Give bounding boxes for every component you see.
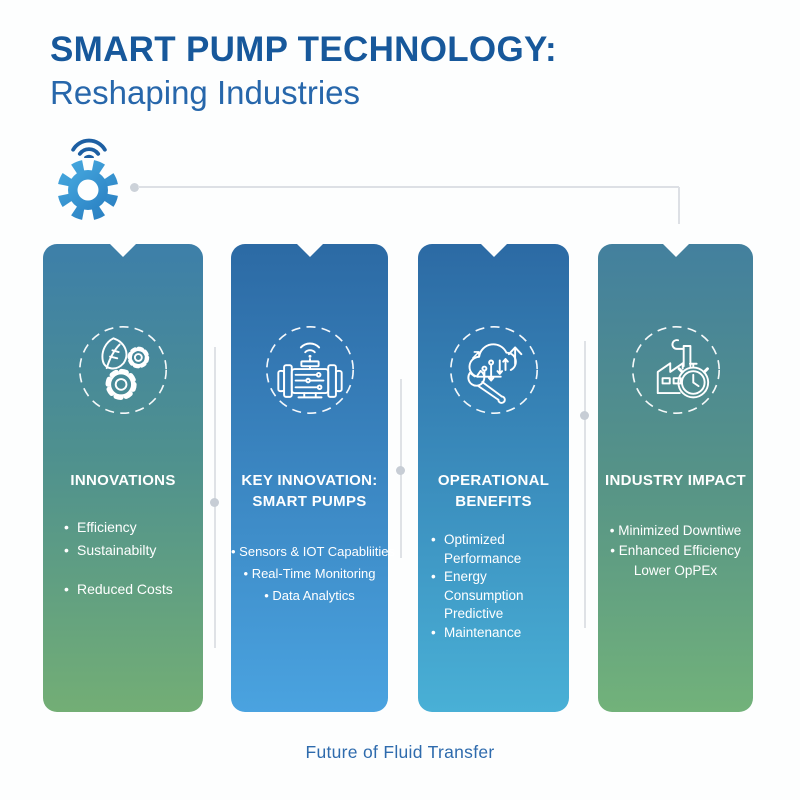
card-title-line: BENEFITS xyxy=(455,493,532,510)
card-bullet-list: Minimized Downtiwe Enhanced Efficiency L… xyxy=(598,521,753,581)
card-divider xyxy=(214,347,216,648)
card-title: INNOVATIONS xyxy=(43,470,203,491)
card-top-notch xyxy=(109,243,137,257)
card-title: INDUSTRY IMPACT xyxy=(598,470,753,491)
card-operational-benefits: OPERATIONAL BENEFITS Optimized Performan… xyxy=(418,243,569,712)
card-title-line: INDUSTRY IMPACT xyxy=(605,472,746,489)
page-title-line1: SMART PUMP TECHNOLOGY: xyxy=(50,30,557,69)
divider-dot xyxy=(396,466,405,475)
list-item: Lower OpPEx xyxy=(633,563,718,578)
card-title-line: KEY INNOVATION: xyxy=(241,472,378,489)
card-icon-wrap xyxy=(75,322,171,418)
card-top-notch xyxy=(661,243,690,257)
gear-icon xyxy=(57,159,119,221)
card-title: OPERATIONAL BENEFITS xyxy=(418,470,569,512)
card-top-notch xyxy=(479,243,508,257)
card-title-line: OPERATIONAL xyxy=(437,472,550,489)
list-item: Energy Consumption Predictive xyxy=(431,568,567,624)
connector-start-dot xyxy=(130,183,139,192)
card-bullet-list: Optimized Performance Energy Consumption… xyxy=(418,531,569,642)
card-top-notch xyxy=(295,243,324,257)
page-title-line2: Reshaping Industries xyxy=(50,74,361,111)
card-bullet-list: Efficiency Sustainabilty Reduced Costs xyxy=(43,516,203,601)
list-item: Reduced Costs xyxy=(64,578,203,601)
page-title: SMART PUMP TECHNOLOGY: Reshaping Industr… xyxy=(50,30,557,113)
connector-horizontal-line xyxy=(138,186,679,188)
leaf-gears-icon xyxy=(78,325,168,415)
card-icon-wrap xyxy=(446,322,542,418)
card-innovations: INNOVATIONS Efficiency Sustainabilty Red… xyxy=(43,243,203,712)
list-item: Real-Time Monitoring xyxy=(231,563,388,585)
cloud-analytics-wrench-icon xyxy=(449,325,538,415)
footer-caption: Future of Fluid Transfer xyxy=(305,742,495,762)
card-title: KEY INNOVATION: SMART PUMPS xyxy=(231,470,388,512)
wifi-icon xyxy=(71,138,107,158)
factory-stopwatch-icon xyxy=(631,325,720,415)
smart-pump-icon xyxy=(265,325,354,415)
connector-vertical-line xyxy=(678,187,680,224)
divider-dot xyxy=(580,411,589,420)
divider-dot xyxy=(210,498,219,507)
card-title-line: INNOVATIONS xyxy=(70,472,176,489)
list-item: Enhanced Efficiency xyxy=(598,541,753,561)
card-key-innovation: KEY INNOVATION: SMART PUMPS Sensors & IO… xyxy=(231,243,395,712)
card-divider xyxy=(584,341,586,628)
list-item: Sustainabilty xyxy=(64,539,203,562)
list-item: Data Analytics xyxy=(231,585,388,607)
card-title-line: SMART PUMPS xyxy=(252,493,367,510)
list-item: Minimized Downtiwe xyxy=(598,521,753,541)
card-industry-impact: INDUSTRY IMPACT Minimized Downtiwe Enhan… xyxy=(598,243,753,712)
list-item: Sensors & IOT Capabliities xyxy=(231,541,395,563)
list-item: Maintenance xyxy=(431,624,567,643)
card-icon-wrap xyxy=(262,322,358,418)
list-item: Efficiency xyxy=(64,516,203,539)
card-bullet-list: Sensors & IOT Capabliities Real-Time Mon… xyxy=(231,541,395,607)
card-icon-wrap xyxy=(628,322,724,418)
list-item: Optimized Performance xyxy=(431,531,567,568)
